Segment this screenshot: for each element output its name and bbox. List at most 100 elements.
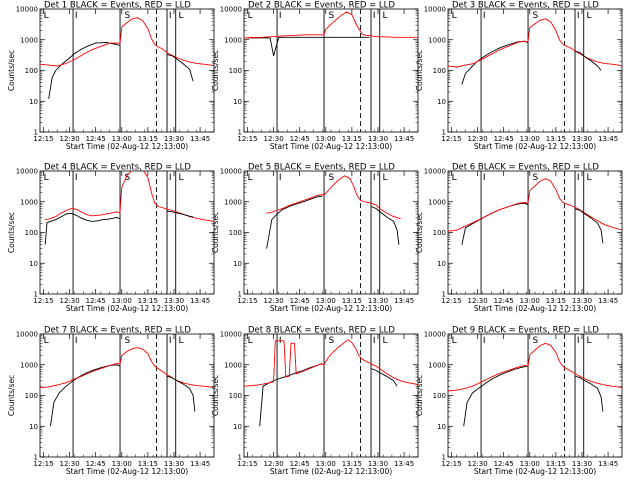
panel-8-xtick-label: 13:15 xyxy=(342,460,362,468)
panel-6-ylabel: Counts/sec xyxy=(415,212,424,253)
panel-7-series-lld xyxy=(40,347,214,389)
panel-6-ytick-label: 10 xyxy=(437,260,446,268)
panel-1-interval-marker: I xyxy=(169,11,172,21)
panel-6-xtick-label: 12:45 xyxy=(494,297,514,305)
panel-1-xtick-label: 12:30 xyxy=(59,135,79,143)
panel-6-ytick-label: 1 xyxy=(442,291,446,299)
panel-4-series-events-post xyxy=(166,210,194,218)
panel-8-xtick-label: 13:45 xyxy=(394,460,414,468)
panel-4-ytick-label: 10000 xyxy=(16,168,38,176)
panel-3-xtick-label: 12:30 xyxy=(467,135,487,143)
panel-7-series-events xyxy=(49,364,121,427)
panel-9-ytick-label: 1 xyxy=(442,454,446,462)
panel-4-interval-marker: L xyxy=(44,173,49,183)
panel-8-ytick-label: 1000 xyxy=(224,361,242,369)
panel-7-interval-marker: I xyxy=(75,336,78,346)
panel-6-xlabel: Start Time (02-Aug-12 12:13:00) xyxy=(474,304,596,313)
panel-4-xlabel: Start Time (02-Aug-12 12:13:00) xyxy=(66,304,188,313)
panel-4-ytick-label: 1 xyxy=(34,291,38,299)
panel-6-interval-marker: L xyxy=(586,173,591,183)
panel-5-frame xyxy=(243,170,419,295)
panel-1-xtick-label: 13:45 xyxy=(190,135,210,143)
panel-7-xtick-label: 12:30 xyxy=(59,460,79,468)
panel-2-ytick-label: 10000 xyxy=(220,6,242,14)
panel-4-series-group xyxy=(44,171,214,245)
panel-4-series-lld xyxy=(45,171,214,223)
panel-1-frame xyxy=(39,8,215,133)
panel-8-series-lld xyxy=(244,339,418,387)
panel-2-interval-marker: I xyxy=(373,11,376,21)
panel-5-series-events xyxy=(266,195,323,249)
panel-5-interval-marker: S xyxy=(329,173,335,183)
panel-3-xtick-label: 13:30 xyxy=(572,135,592,143)
panel-5-xlabel: Start Time (02-Aug-12 12:13:00) xyxy=(270,304,392,313)
panel-3-ytick-label: 10 xyxy=(437,98,446,106)
panel-8-interval-marker: L xyxy=(382,336,387,346)
panel-8-interval-marker: L xyxy=(248,336,253,346)
panel-5-title: Det 5 BLACK = Events, RED = LLD xyxy=(248,163,395,173)
panel-8-ytick-label: 100 xyxy=(229,392,242,400)
panel-6-ytick-label: 1000 xyxy=(428,198,446,206)
panel-8-series-group xyxy=(244,339,418,427)
panel-3-series-group xyxy=(448,18,622,85)
panel-2-xtick-label: 13:45 xyxy=(394,135,414,143)
panel-1-interval-marker: I xyxy=(75,11,78,21)
panel-4-ytick-label: 1000 xyxy=(20,198,38,206)
panel-3-ytick-label: 1000 xyxy=(428,36,446,44)
panel-6-xtick-label: 12:30 xyxy=(467,297,487,305)
panel-9-ytick-label: 1000 xyxy=(428,361,446,369)
panel-7-interval-marker: L xyxy=(44,336,49,346)
panel-6-series-events-post xyxy=(574,208,604,244)
panel-4-interval-marker: L xyxy=(178,173,183,183)
panel-5-xtick-label: 13:15 xyxy=(342,297,362,305)
panel-8-interval-marker: I xyxy=(373,336,376,346)
panel-2: Det 2 BLACK = Events, RED = LLD 1 10 100 100… xyxy=(211,1,419,151)
panel-6-xtick-label: 12:15 xyxy=(441,297,461,305)
panel-6-title: Det 6 BLACK = Events, RED = LLD xyxy=(452,163,599,173)
panel-1-ytick-label: 1000 xyxy=(20,36,38,44)
panel-9-xtick-label: 12:45 xyxy=(494,460,514,468)
panel-4-interval-marker: I xyxy=(75,173,78,183)
panel-9-xlabel: Start Time (02-Aug-12 12:13:00) xyxy=(474,467,596,476)
panel-1-xlabel: Start Time (02-Aug-12 12:13:00) xyxy=(66,142,188,151)
panel-2-xtick-label: 13:00 xyxy=(316,135,336,143)
panel-6-interval-marker: L xyxy=(452,173,457,183)
panel-5-ytick-label: 10000 xyxy=(220,168,242,176)
panel-9-ytick-label: 10 xyxy=(437,423,446,431)
panel-6-series-group xyxy=(448,178,622,245)
panel-9-xtick-label: 13:00 xyxy=(520,460,540,468)
panel-7-interval-marker: I xyxy=(169,336,172,346)
panel-4: Det 4 BLACK = Events, RED = LLD 1 10 100 100… xyxy=(7,163,215,313)
panel-3-xtick-label: 13:45 xyxy=(598,135,618,143)
panel-2-xtick-label: 12:45 xyxy=(290,135,310,143)
panel-2-ylabel: Counts/sec xyxy=(211,50,220,91)
panel-2-interval-marker: S xyxy=(329,11,335,21)
panel-6-frame xyxy=(447,170,623,295)
panel-6: Det 6 BLACK = Events, RED = LLD 1 10 100 100… xyxy=(415,163,623,313)
panel-8-series-events xyxy=(259,363,323,427)
panel-7-xtick-label: 13:15 xyxy=(138,460,158,468)
panel-1-interval-marker: L xyxy=(44,11,49,21)
panel-3: Det 3 BLACK = Events, RED = LLD 1 10 100 100… xyxy=(415,1,623,151)
panel-4-xtick-label: 13:45 xyxy=(190,297,210,305)
panel-6-ytick-label: 100 xyxy=(433,229,446,237)
panel-5-xtick-label: 13:00 xyxy=(316,297,336,305)
panel-5-xtick-label: 12:15 xyxy=(237,297,257,305)
panel-7-xtick-label: 12:15 xyxy=(33,460,53,468)
panel-6-xtick-label: 13:30 xyxy=(572,297,592,305)
panel-3-series-events-post xyxy=(574,50,602,71)
panel-4-xtick-label: 12:45 xyxy=(86,297,106,305)
panel-8-ytick-label: 10 xyxy=(233,423,242,431)
panel-2-ytick-label: 1000 xyxy=(224,36,242,44)
panel-3-xlabel: Start Time (02-Aug-12 12:13:00) xyxy=(474,142,596,151)
panel-9-series-lld xyxy=(448,342,622,392)
panel-6-series-events xyxy=(461,202,529,245)
panel-7-xlabel: Start Time (02-Aug-12 12:13:00) xyxy=(66,467,188,476)
panel-9-xtick-label: 13:15 xyxy=(546,460,566,468)
panel-1-ylabel: Counts/sec xyxy=(7,50,16,91)
panel-1-ytick-label: 10000 xyxy=(16,6,38,14)
panel-6-xtick-label: 13:45 xyxy=(598,297,618,305)
panel-9-series-events xyxy=(463,365,529,427)
panel-4-interval-marker: I xyxy=(169,173,172,183)
panel-3-interval-marker: L xyxy=(586,11,591,21)
